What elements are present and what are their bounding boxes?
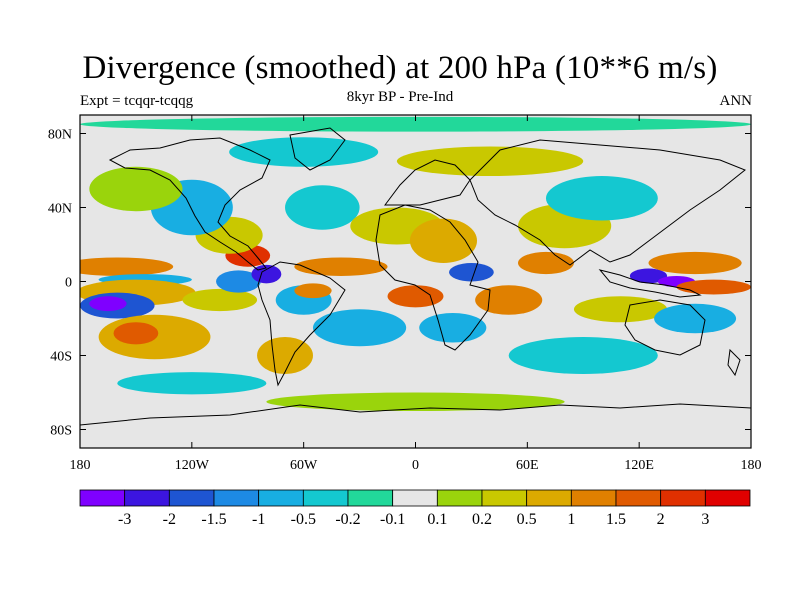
divergence-region (113, 322, 159, 345)
colorbar-label: 0.5 (517, 511, 537, 528)
colorbar-swatch (436, 489, 483, 507)
coastline-antarctica (80, 403, 751, 426)
divergence-region (573, 296, 668, 323)
divergence-field (80, 116, 751, 411)
divergence-region (409, 218, 478, 263)
divergence-region (419, 312, 487, 343)
colorbar-swatch (168, 489, 215, 507)
colorbar-label: -3 (118, 511, 131, 528)
divergence-region (648, 251, 742, 275)
divergence-region (518, 251, 574, 275)
colorbar-label: -2 (163, 511, 176, 528)
lat-tick-label: 80N (48, 128, 72, 143)
colorbar-label: 1.5 (606, 511, 626, 528)
colorbar-swatch (302, 489, 349, 507)
colorbar-swatch (124, 489, 170, 507)
coastlines (80, 127, 751, 426)
divergence-region (387, 285, 444, 308)
lon-tick-label: 0 (412, 458, 419, 473)
coastline-europe (384, 159, 471, 206)
colorbar-swatch (481, 489, 528, 507)
colorbar-swatch (615, 489, 662, 507)
colorbar-swatch (213, 489, 260, 507)
lon-tick-label: 60E (516, 458, 539, 473)
colorbar-label: -0.2 (335, 511, 360, 528)
divergence-region (216, 270, 261, 293)
colorbar-label: 0.2 (472, 511, 492, 528)
divergence-region (80, 116, 751, 132)
lat-tick-label: 40S (50, 350, 72, 365)
lon-tick-label: 60W (290, 458, 318, 473)
coastline-new-zealand (727, 348, 741, 377)
lat-tick-label: 80S (50, 424, 72, 439)
divergence-region (89, 166, 183, 212)
colorbar-label: -1 (252, 511, 265, 528)
divergence-region (396, 146, 584, 177)
divergence-region (80, 257, 174, 276)
plot-title: Divergence (smoothed) at 200 hPa (10**6 … (82, 50, 718, 86)
divergence-region (182, 288, 258, 312)
lon-tick-label: 180 (70, 458, 91, 473)
lat-tick-label: 0 (65, 276, 72, 291)
coastline-asia (469, 139, 746, 266)
colorbar-swatch (570, 489, 617, 507)
plot-subtitle: 8kyr BP - Pre-Ind (346, 89, 454, 105)
colorbar-label: 2 (657, 511, 665, 528)
colorbar-label: 3 (701, 511, 709, 528)
colorbar: -3 -2 -1.5 -1 -0.5 -0.2 -0.1 0.1 0.2 0.5 1 1.5 2 3 (79, 489, 751, 528)
divergence-region (654, 303, 737, 334)
colorbar-swatch (347, 489, 394, 507)
coastline-africa (375, 204, 491, 351)
coastline-australia (624, 299, 706, 356)
divergence-region (229, 137, 379, 167)
coastline-south-america (257, 261, 346, 387)
coastline-greenland (289, 127, 346, 171)
colorbar-swatch (258, 489, 304, 507)
lon-tick-label: 120W (175, 458, 210, 473)
lon-tick-label: 120E (624, 458, 654, 473)
colorbar-swatch (392, 489, 438, 507)
colorbar-label: -0.1 (380, 511, 405, 528)
colorbar-swatch (704, 489, 751, 507)
colorbar-label: -1.5 (201, 511, 226, 528)
colorbar-label: -0.5 (291, 511, 316, 528)
divergence-region (475, 285, 543, 315)
colorbar-label: 1 (567, 511, 575, 528)
season-label: ANN (719, 93, 753, 109)
experiment-label: Expt = tcqqr-tcqqg (80, 93, 194, 109)
colorbar-swatch (660, 489, 706, 507)
lat-tick-label: 40N (48, 202, 72, 217)
divergence-region (508, 337, 658, 374)
divergence-region (294, 257, 388, 276)
divergence-region (266, 392, 565, 411)
divergence-region (312, 309, 407, 347)
axis-ticks: 80N 40N 0 40S 80S 180 120W 60W 0 60E 120E 180 (48, 115, 762, 473)
colorbar-swatch (526, 489, 572, 507)
divergence-region (251, 264, 282, 284)
colorbar-label: 0.1 (427, 511, 447, 528)
divergence-region (89, 296, 127, 312)
colorbar-swatch (79, 489, 126, 507)
divergence-region (629, 268, 668, 284)
lon-tick-label: 180 (741, 458, 762, 473)
divergence-region (449, 263, 494, 282)
divergence-region (294, 283, 332, 299)
divergence-region (285, 185, 360, 230)
divergence-region (257, 337, 313, 374)
divergence-region (676, 279, 751, 295)
coastline-north-america (108, 137, 271, 271)
divergence-region (545, 176, 658, 221)
coastline-indonesia (598, 269, 702, 298)
divergence-region (117, 372, 267, 395)
